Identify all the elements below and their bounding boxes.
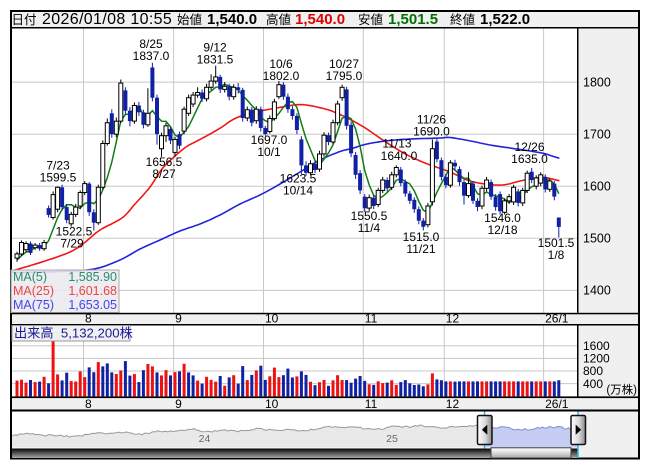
svg-text:24: 24	[199, 433, 211, 445]
svg-text:1,585.90: 1,585.90	[68, 270, 117, 284]
svg-text:26/1: 26/1	[545, 397, 569, 411]
svg-text:11/26: 11/26	[417, 113, 446, 127]
svg-text:(万株): (万株)	[606, 383, 637, 397]
svg-text:8/25: 8/25	[139, 37, 163, 51]
svg-text:1640.0: 1640.0	[381, 149, 418, 163]
svg-text:1501.5: 1501.5	[538, 236, 575, 250]
svg-text:1600: 1600	[583, 179, 611, 193]
svg-text:1690.0: 1690.0	[413, 125, 450, 139]
svg-text:12: 12	[446, 311, 460, 325]
svg-text:10/1: 10/1	[257, 145, 281, 159]
svg-text:1,501.5: 1,501.5	[388, 11, 438, 28]
svg-text:9: 9	[175, 311, 182, 325]
svg-text:1546.0: 1546.0	[484, 211, 521, 225]
svg-text:10/27: 10/27	[329, 57, 359, 71]
svg-text:1656.5: 1656.5	[146, 155, 183, 169]
svg-text:1,522.0: 1,522.0	[480, 11, 530, 28]
svg-text:1200: 1200	[583, 352, 610, 366]
svg-text:安値: 安値	[358, 12, 383, 27]
svg-text:1500: 1500	[583, 232, 611, 246]
svg-text:1522.5: 1522.5	[56, 225, 93, 239]
svg-text:10: 10	[265, 311, 279, 325]
svg-text:8/27: 8/27	[152, 167, 176, 181]
svg-text:1802.0: 1802.0	[263, 69, 300, 83]
svg-text:11/21: 11/21	[406, 242, 435, 256]
svg-text:11: 11	[365, 397, 378, 411]
svg-text:高値: 高値	[266, 12, 291, 27]
svg-text:出来高 5,132,200株: 出来高 5,132,200株	[14, 325, 133, 341]
svg-text:12/18: 12/18	[487, 223, 517, 237]
svg-text:11: 11	[365, 311, 378, 325]
svg-text:400: 400	[583, 377, 603, 391]
svg-text:8: 8	[85, 397, 92, 411]
svg-text:1635.0: 1635.0	[511, 152, 548, 166]
svg-text:9: 9	[175, 397, 182, 411]
svg-text:1,601.68: 1,601.68	[68, 284, 117, 298]
svg-text:1623.5: 1623.5	[280, 172, 317, 186]
svg-text:2026/01/08 10:55: 2026/01/08 10:55	[42, 11, 172, 28]
svg-text:7/29: 7/29	[60, 237, 84, 251]
svg-text:1795.0: 1795.0	[326, 69, 363, 83]
svg-text:10: 10	[265, 397, 279, 411]
svg-text:8: 8	[85, 311, 92, 325]
svg-text:1,653.05: 1,653.05	[68, 298, 117, 312]
svg-text:11/13: 11/13	[382, 137, 411, 151]
svg-text:26/1: 26/1	[545, 311, 569, 325]
svg-text:1550.5: 1550.5	[351, 209, 388, 223]
svg-text:MA(75): MA(75)	[13, 298, 54, 312]
svg-text:1599.5: 1599.5	[40, 171, 77, 185]
svg-text:12/26: 12/26	[514, 140, 544, 154]
svg-text:1831.5: 1831.5	[197, 53, 234, 67]
svg-text:1400: 1400	[583, 284, 611, 298]
svg-text:9/12: 9/12	[203, 41, 227, 55]
svg-text:1697.0: 1697.0	[251, 133, 288, 147]
svg-text:25: 25	[386, 433, 398, 445]
svg-text:1,540.0: 1,540.0	[295, 11, 345, 28]
svg-text:7/23: 7/23	[46, 159, 70, 173]
svg-text:MA(25): MA(25)	[13, 284, 54, 298]
svg-text:11/4: 11/4	[358, 221, 381, 235]
svg-text:日付: 日付	[12, 13, 37, 27]
svg-text:12: 12	[446, 397, 460, 411]
svg-text:1515.0: 1515.0	[403, 230, 440, 244]
svg-text:1,540.0: 1,540.0	[207, 11, 257, 28]
svg-text:1600: 1600	[583, 339, 610, 353]
svg-text:終値: 終値	[450, 12, 475, 27]
svg-text:1/8: 1/8	[548, 248, 565, 262]
svg-text:10/14: 10/14	[283, 184, 313, 198]
svg-text:MA(5): MA(5)	[13, 270, 47, 284]
svg-text:1837.0: 1837.0	[133, 49, 170, 63]
svg-text:始値: 始値	[177, 12, 202, 27]
svg-text:1700: 1700	[583, 127, 611, 141]
svg-text:10/6: 10/6	[269, 57, 293, 71]
svg-text:800: 800	[583, 364, 603, 378]
svg-text:1800: 1800	[583, 75, 611, 89]
